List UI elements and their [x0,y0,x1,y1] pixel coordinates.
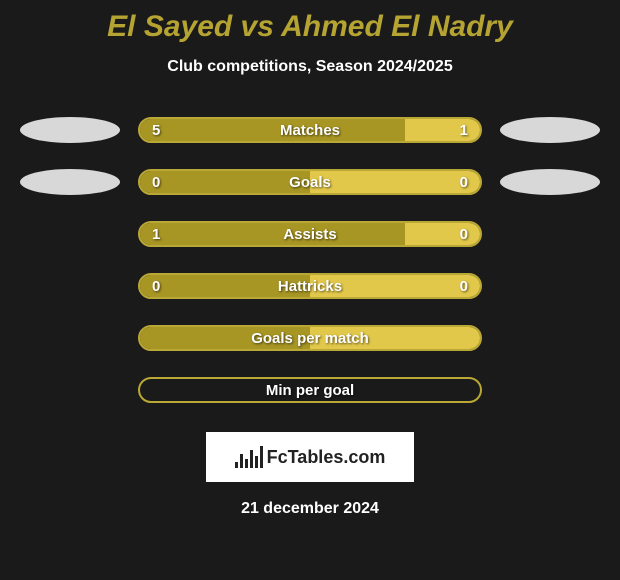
stat-bar: Goals per match [138,325,482,351]
stat-bar: 51Matches [138,117,482,143]
date: 21 december 2024 [0,500,620,518]
stat-bar-left: 0 [140,171,310,193]
stat-bar-right: 0 [310,275,480,297]
stat-value-right: 1 [460,122,468,139]
stat-value-right: 0 [460,278,468,295]
stat-row: 51Matches [10,116,610,144]
player-oval-right [500,169,600,195]
stat-row: 10Assists [10,220,610,248]
stat-bar-left [140,327,310,349]
stat-bar: Min per goal [138,377,482,403]
logo-text: FcTables.com [267,447,386,468]
player-oval-right [500,117,600,143]
stat-bar: 00Hattricks [138,273,482,299]
stat-row: Min per goal [10,376,610,404]
title: El Sayed vs Ahmed El Nadry [0,10,620,44]
stat-bar-left: 5 [140,119,405,141]
stat-rows: 51Matches00Goals10Assists00HattricksGoal… [0,116,620,404]
logo-bars-icon [235,446,263,468]
stat-bar-right: 0 [405,223,480,245]
stat-value-left: 5 [152,122,160,139]
stat-bar-left: 1 [140,223,405,245]
stat-bar-left [140,379,310,401]
stat-row: Goals per match [10,324,610,352]
stat-value-left: 0 [152,278,160,295]
stat-bar-right [310,327,480,349]
logo-badge: FcTables.com [206,432,414,482]
player-oval-left [20,169,120,195]
comparison-card: El Sayed vs Ahmed El Nadry Club competit… [0,0,620,518]
stat-bar-left: 0 [140,275,310,297]
stat-bar: 00Goals [138,169,482,195]
stat-bar-right [310,379,480,401]
stat-row: 00Hattricks [10,272,610,300]
stat-row: 00Goals [10,168,610,196]
stat-value-right: 0 [460,174,468,191]
subtitle: Club competitions, Season 2024/2025 [0,58,620,76]
stat-bar-right: 0 [310,171,480,193]
stat-value-right: 0 [460,226,468,243]
stat-bar: 10Assists [138,221,482,247]
player-oval-left [20,117,120,143]
stat-bar-right: 1 [405,119,480,141]
stat-value-left: 0 [152,174,160,191]
stat-value-left: 1 [152,226,160,243]
